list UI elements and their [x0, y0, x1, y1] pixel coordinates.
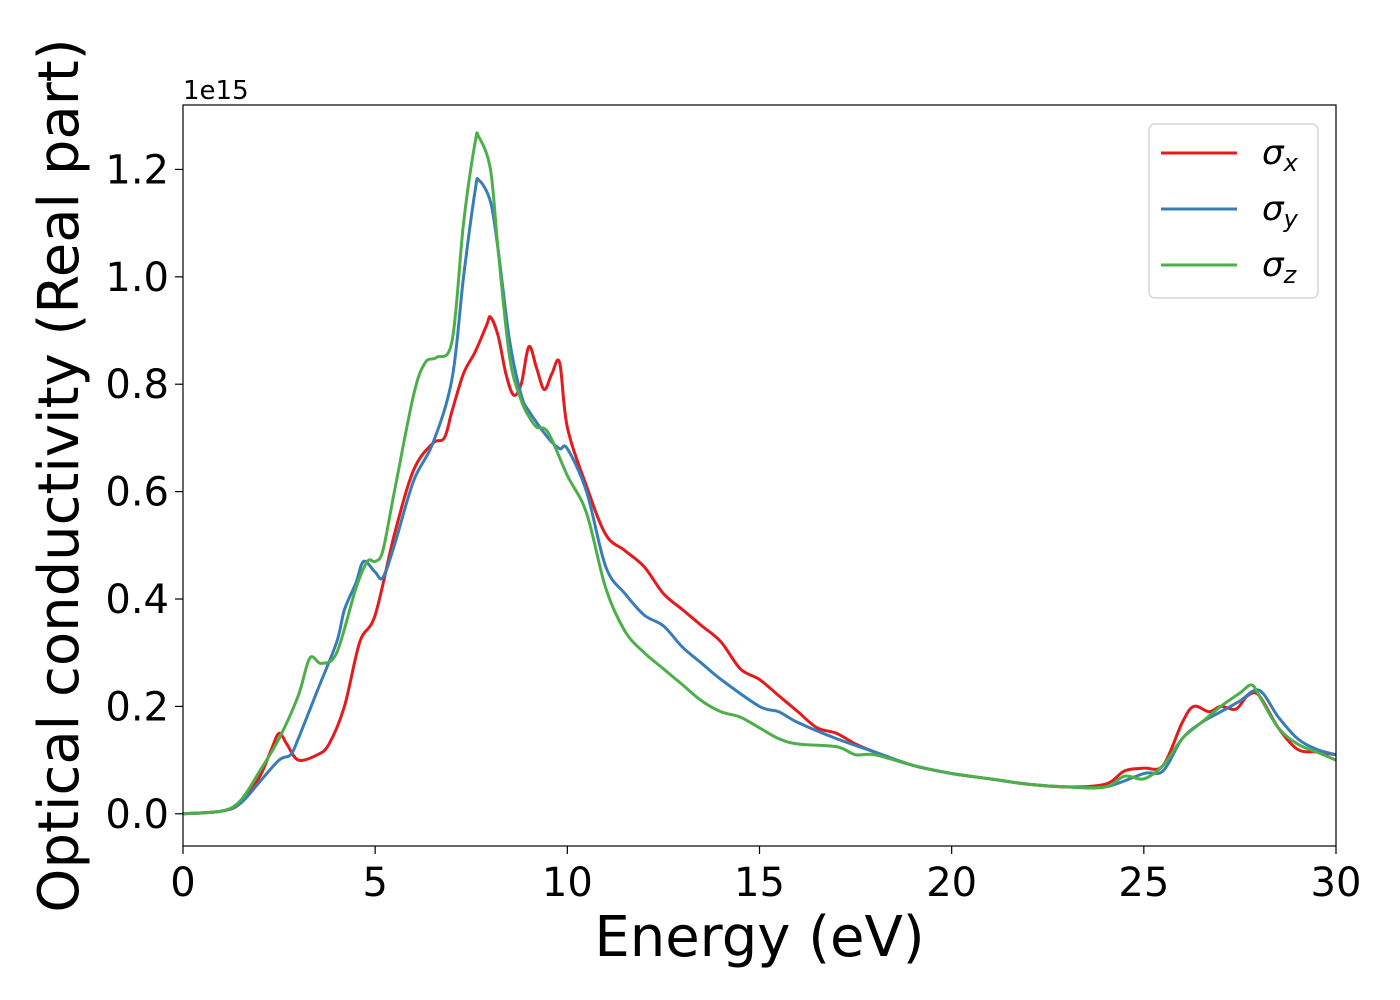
x-tick-label: 0 — [170, 860, 195, 906]
legend-label: σx — [1262, 133, 1299, 177]
y-tick-label: 0.8 — [105, 362, 169, 408]
x-tick-label: 20 — [926, 860, 977, 906]
y-tick-label: 1.2 — [105, 147, 169, 193]
y-tick-label: 1.0 — [105, 255, 169, 301]
x-tick-label: 25 — [1118, 860, 1169, 906]
legend-item-sigma-z: σz — [1161, 245, 1298, 289]
y-tick-label: 0.2 — [105, 684, 169, 730]
series-line-sigma-x — [183, 315, 1336, 816]
y-axis-ticks: 0.0 0.2 0.4 0.6 0.8 1.0 1.2 — [105, 147, 183, 838]
legend-label: σy — [1262, 189, 1299, 233]
legend-item-sigma-y: σy — [1161, 189, 1299, 233]
legend: σx σy σz — [1148, 123, 1319, 299]
legend-label: σz — [1262, 245, 1298, 289]
y-tick-label: 0.4 — [105, 577, 169, 623]
x-tick-label: 30 — [1311, 860, 1362, 906]
y-offset-label: 1e15 — [183, 76, 249, 106]
series-line-sigma-z — [183, 131, 1336, 816]
x-axis-title: Energy (eV) — [594, 905, 924, 970]
x-tick-label: 10 — [542, 860, 593, 906]
x-tick-label: 5 — [362, 860, 387, 906]
x-axis-ticks: 0 5 10 15 20 25 30 — [170, 846, 1361, 906]
series-layer — [183, 131, 1336, 816]
series-line-sigma-y — [183, 177, 1336, 816]
y-tick-label: 0.0 — [105, 792, 169, 838]
y-axis-title: Optical conductivity (Real part) — [27, 38, 92, 912]
x-tick-label: 15 — [734, 860, 785, 906]
legend-item-sigma-x: σx — [1161, 133, 1299, 177]
legend-box — [1148, 123, 1319, 299]
y-tick-label: 0.6 — [105, 470, 169, 516]
